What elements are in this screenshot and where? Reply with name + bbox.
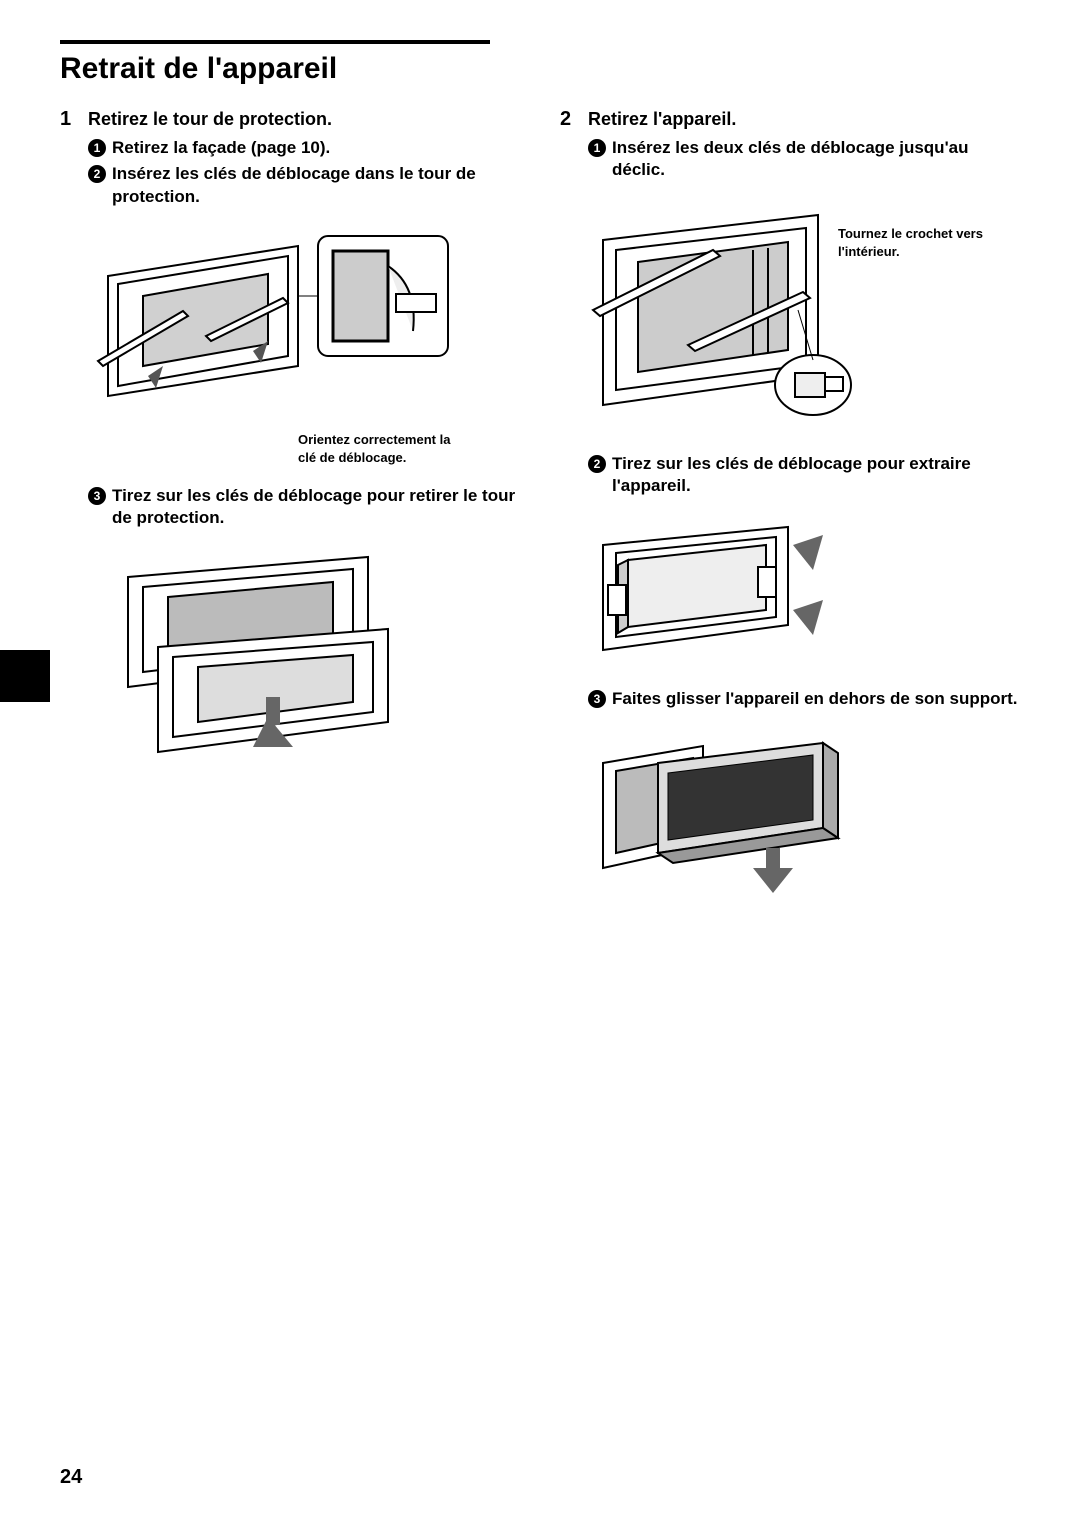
substep-2-2: 2 Tirez sur les clés de déblocage pour e… <box>588 453 1020 497</box>
figure-release-keys-collar: Orientez correctement la clé de déblocag… <box>88 226 520 467</box>
two-column-layout: 1 Retirez le tour de protection. 1 Retir… <box>60 108 1020 921</box>
step-text: Retirez l'appareil. <box>588 108 736 131</box>
figure-insert-keys: Tournez le crochet vers l'intérieur. <box>588 200 1020 435</box>
substep-1-1: 1 Retirez la façade (page 10). <box>88 137 520 159</box>
circled-number-icon: 2 <box>88 165 106 183</box>
figure-pull-keys <box>588 515 1020 670</box>
page-title: Retrait de l'appareil <box>60 52 1020 86</box>
substep-1-3: 3 Tirez sur les clés de déblocage pour r… <box>88 485 520 529</box>
figure-caption: Orientez correctement la clé de déblocag… <box>298 432 450 465</box>
substep-1-2: 2 Insérez les clés de déblocage dans le … <box>88 163 520 207</box>
substep-text: Tirez sur les clés de déblocage pour ext… <box>612 453 1020 497</box>
circled-number-icon: 3 <box>588 690 606 708</box>
circled-number-icon: 1 <box>588 139 606 157</box>
substep-text: Tirez sur les clés de déblocage pour ret… <box>112 485 520 529</box>
step-number: 2 <box>560 108 578 131</box>
right-column: 2 Retirez l'appareil. 1 Insérez les deux… <box>560 108 1020 921</box>
step-2: 2 Retirez l'appareil. <box>560 108 1020 131</box>
circled-number-icon: 1 <box>88 139 106 157</box>
figure-slide-unit <box>588 728 1020 903</box>
title-rule <box>60 40 490 44</box>
substep-text: Faites glisser l'appareil en dehors de s… <box>612 688 1018 710</box>
substep-text: Insérez les clés de déblocage dans le to… <box>112 163 520 207</box>
figure-caption: Tournez le crochet vers l'intérieur. <box>838 226 983 259</box>
page-number: 24 <box>60 1466 82 1489</box>
substep-2-3: 3 Faites glisser l'appareil en dehors de… <box>588 688 1020 710</box>
substep-text: Insérez les deux clés de déblocage jusqu… <box>612 137 1020 181</box>
step-text: Retirez le tour de protection. <box>88 108 332 131</box>
page-content: Retrait de l'appareil 1 Retirez le tour … <box>0 0 1080 1529</box>
left-column: 1 Retirez le tour de protection. 1 Retir… <box>60 108 520 921</box>
substep-2-1: 1 Insérez les deux clés de déblocage jus… <box>588 137 1020 181</box>
substep-text: Retirez la façade (page 10). <box>112 137 330 159</box>
circled-number-icon: 3 <box>88 487 106 505</box>
step-1: 1 Retirez le tour de protection. <box>60 108 520 131</box>
step-number: 1 <box>60 108 78 131</box>
figure-pull-collar <box>88 547 520 772</box>
circled-number-icon: 2 <box>588 455 606 473</box>
